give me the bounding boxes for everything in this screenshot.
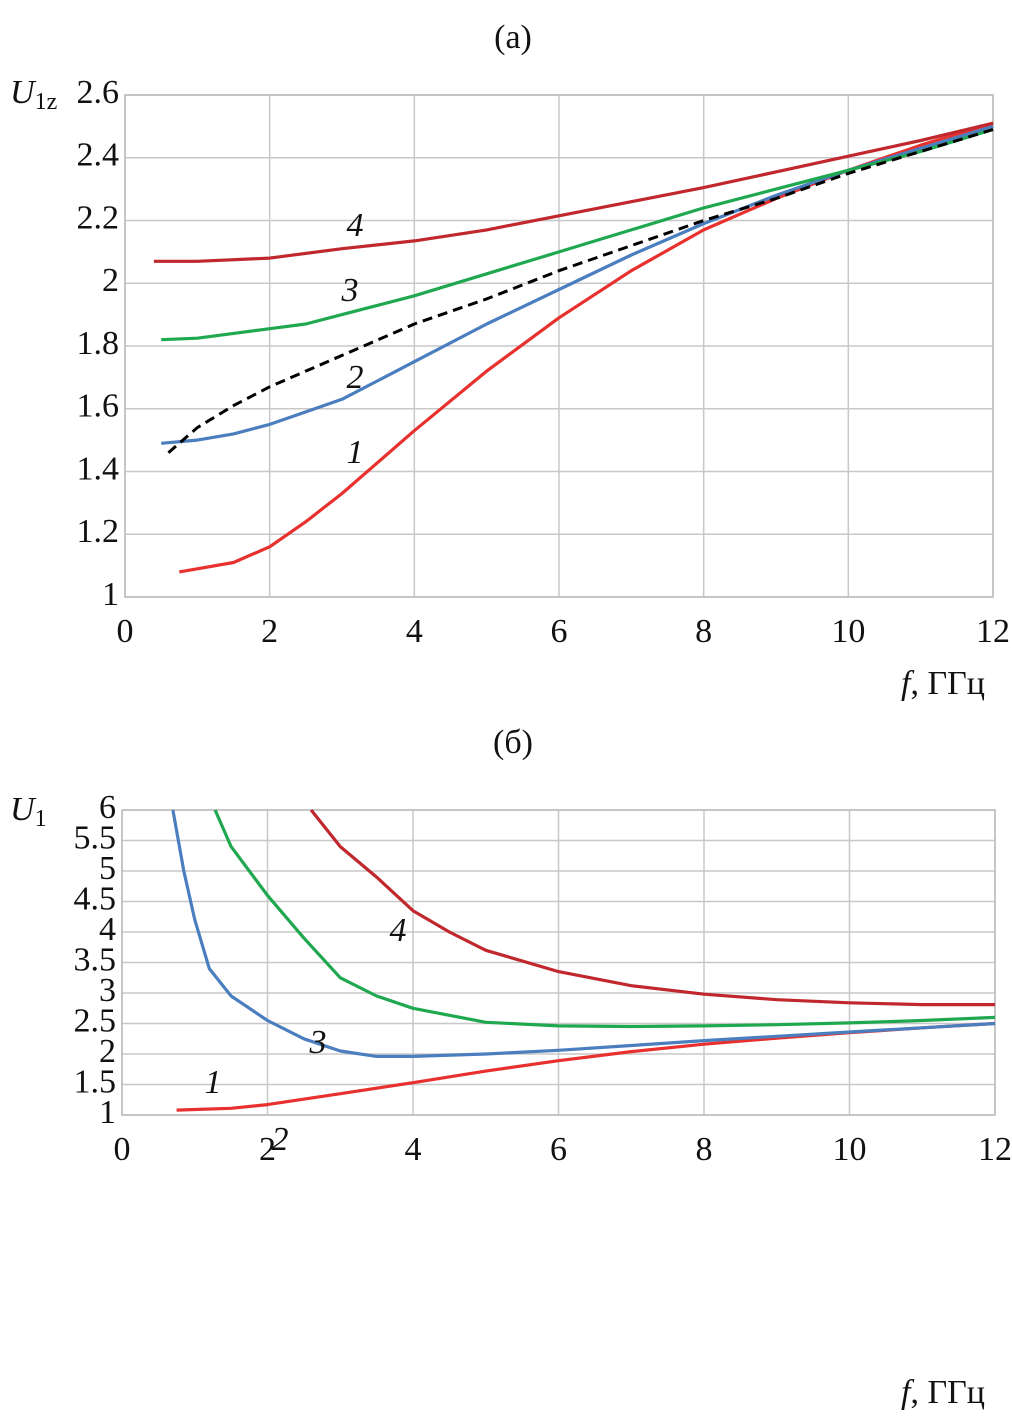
y-axis-symbol: U [10,791,37,828]
curve [213,809,996,1029]
curve [171,809,996,1058]
y-axis-symbol: U [10,74,37,111]
x-tick-label: 2 [259,1131,276,1168]
curve [161,124,994,445]
y-tick-label: 1.2 [77,513,120,550]
y-tick-label: 5 [99,850,116,887]
x-tick-label: 8 [695,613,712,650]
y-tick-label: 2.6 [77,74,120,111]
chart-title: (б) [493,724,533,761]
x-tick-label: 6 [550,1131,567,1168]
y-axis-label: U1 [10,791,47,832]
y-tick-label: 3.5 [74,941,117,978]
x-tick-label: 12 [978,1131,1012,1168]
curve [309,809,995,1007]
curve-label: 2 [347,359,364,396]
curve [153,121,994,263]
x-tick-label: 10 [833,1131,867,1168]
x-axis-label: f, ГГц [901,1374,985,1411]
curve-label: 3 [309,1024,327,1061]
curve-label: 1 [347,434,364,471]
y-tick-label: 1 [102,576,119,613]
x-tick-label: 10 [831,613,865,650]
y-tick-label: 1 [99,1094,116,1131]
x-tick-label: 0 [114,1131,131,1168]
x-axis-unit: , ГГц [910,1374,985,1411]
curve-label: 4 [390,912,407,949]
y-tick-label: 3 [99,972,116,1009]
plot-frame [124,94,994,598]
curve-label: 2 [272,1121,289,1158]
y-tick-label: 2.5 [74,1002,117,1039]
curve-label: 3 [341,272,359,309]
y-tick-label: 6 [99,789,116,826]
chart-title: (a) [494,19,532,56]
x-axis-label: f, ГГц [901,665,985,702]
y-tick-label: 2.4 [77,137,120,174]
curve [161,127,994,342]
y-tick-label: 2 [99,1033,116,1070]
y-axis-subscript: 1 [35,806,47,832]
y-tick-label: 4.5 [74,880,117,917]
x-tick-label: 6 [551,613,568,650]
x-tick-label: 4 [406,613,423,650]
y-tick-label: 1.6 [77,388,120,425]
curve-label: 4 [347,207,364,244]
x-tick-label: 0 [117,613,134,650]
x-tick-label: 12 [976,613,1010,650]
y-axis-subscript: 1z [35,89,58,115]
y-tick-label: 1.8 [77,325,120,362]
y-tick-label: 1.4 [77,450,120,487]
x-tick-label: 4 [405,1131,422,1168]
y-axis-label: U1z [10,74,57,115]
curve [167,128,994,454]
curve [179,121,994,574]
x-tick-label: 8 [696,1131,713,1168]
y-tick-label: 1.5 [74,1063,117,1100]
y-tick-label: 2 [102,262,119,299]
y-tick-label: 5.5 [74,819,117,856]
plot-frame [121,809,996,1116]
y-tick-label: 2.2 [77,199,120,236]
curve-label: 1 [205,1064,222,1101]
x-tick-label: 2 [261,613,278,650]
y-tick-label: 4 [99,911,116,948]
x-axis-unit: , ГГц [910,665,985,702]
